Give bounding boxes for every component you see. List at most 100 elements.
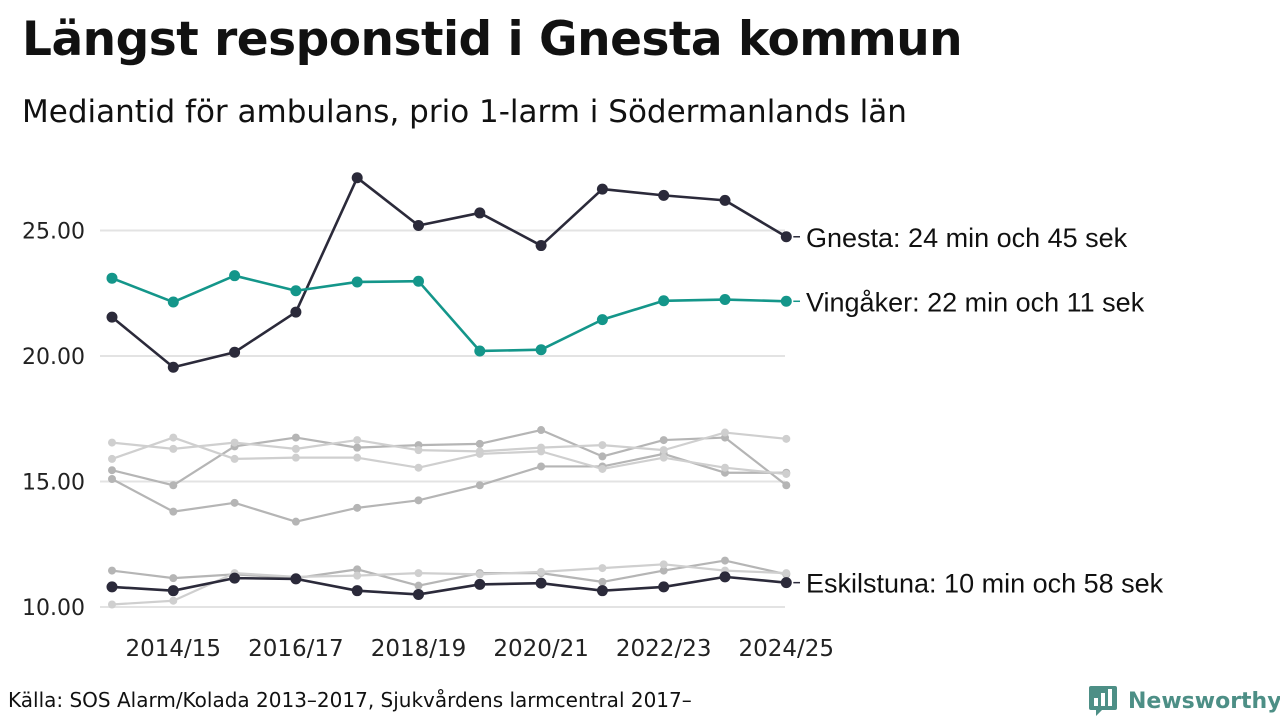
data-point (414, 496, 423, 505)
data-point (719, 571, 731, 583)
data-point (596, 183, 608, 195)
series-line (111, 452, 787, 523)
data-point (719, 194, 731, 206)
data-point (413, 275, 424, 287)
data-point (230, 498, 239, 507)
data-point (353, 453, 362, 462)
data-point (475, 449, 484, 458)
data-point (108, 566, 116, 575)
data-point (167, 585, 179, 597)
data-point (353, 565, 362, 574)
y-tick-label: 20.00 (22, 345, 85, 370)
source-note: Källa: SOS Alarm/Kolada 2013–2017, Sjukv… (8, 688, 692, 712)
data-point (290, 573, 302, 585)
data-point (229, 572, 241, 584)
data-point (782, 469, 791, 478)
data-point (596, 314, 608, 326)
data-point (537, 462, 546, 471)
data-point (659, 560, 668, 569)
data-point (229, 270, 241, 282)
data-point (474, 578, 486, 590)
x-tick-label: 2020/21 (493, 636, 589, 662)
series-gnesta (106, 172, 792, 373)
data-point (659, 453, 668, 462)
series-line (111, 428, 787, 487)
data-point (596, 585, 608, 597)
series-other (108, 428, 791, 456)
data-point (169, 596, 178, 605)
data-point (535, 344, 547, 356)
series-eskilstuna (106, 571, 792, 600)
series-line (111, 436, 787, 476)
y-tick-label: 25.00 (22, 220, 85, 245)
data-point (535, 577, 547, 589)
data-point (229, 346, 241, 358)
data-point (291, 444, 300, 453)
data-point (169, 444, 178, 453)
data-point (598, 464, 607, 473)
line-chart: 10.00 15.00 20.00 25.00 2014/15 2016/17 2018/… (22, 172, 1164, 662)
data-point (351, 276, 363, 288)
data-point (353, 436, 362, 445)
chart-subtitle: Mediantid för ambulans, prio 1-larm i Sö… (22, 94, 907, 130)
data-point (780, 295, 792, 307)
data-point (598, 577, 607, 586)
y-tick-label: 10.00 (22, 596, 85, 621)
x-axis-ticks: 2014/15 2016/17 2018/19 2020/21 2022/23 2024/… (126, 636, 835, 662)
series-vingåker (106, 270, 792, 357)
data-point (106, 311, 118, 323)
data-point (659, 446, 668, 455)
data-point (291, 517, 300, 526)
data-point (658, 189, 670, 201)
y-axis-ticks: 10.00 15.00 20.00 25.00 (22, 220, 85, 622)
series-end-labels: Gnesta: 24 min och 45 sek Vingåker: 22 mi… (793, 223, 1164, 599)
data-point (474, 207, 486, 219)
data-point (719, 294, 731, 306)
data-point (414, 463, 423, 472)
data-point (108, 438, 116, 447)
data-point (537, 567, 546, 576)
data-point (535, 240, 547, 252)
x-tick-label: 2016/17 (248, 636, 344, 662)
data-point (414, 581, 423, 590)
data-point (108, 466, 116, 475)
data-point (106, 581, 118, 593)
data-point (721, 428, 729, 437)
data-point (598, 441, 607, 450)
data-point (413, 588, 424, 600)
data-point (721, 556, 729, 565)
data-point (230, 438, 239, 447)
data-point (414, 569, 423, 578)
data-point (169, 433, 178, 442)
data-point (598, 564, 607, 573)
data-point (475, 439, 484, 448)
data-point (351, 172, 363, 184)
data-point (782, 481, 791, 490)
data-point (291, 453, 300, 462)
data-point (780, 231, 792, 243)
data-point (598, 452, 607, 461)
chart-title: Längst responstid i Gnesta kommun (22, 12, 963, 67)
series-line (111, 575, 787, 596)
x-tick-label: 2018/19 (371, 636, 467, 662)
series-line (111, 431, 787, 453)
gridlines (100, 229, 785, 608)
newsworthy-logo-icon (1089, 686, 1117, 716)
series-line (111, 559, 787, 587)
x-tick-label: 2014/15 (126, 636, 222, 662)
data-point (414, 446, 423, 455)
data-point (658, 295, 670, 307)
series-end-label: Eskilstuna: 10 min och 58 sek (806, 569, 1164, 599)
data-point (782, 569, 791, 578)
data-point (167, 361, 179, 373)
data-point (290, 306, 302, 318)
series-lines (106, 172, 792, 609)
y-tick-label: 15.00 (22, 471, 85, 496)
data-point (108, 454, 116, 463)
data-point (659, 566, 668, 575)
data-point (353, 503, 362, 512)
x-tick-label: 2024/25 (739, 636, 835, 662)
data-point (474, 345, 486, 357)
brand-name: Newsworthy (1128, 688, 1280, 714)
data-point (167, 296, 179, 308)
